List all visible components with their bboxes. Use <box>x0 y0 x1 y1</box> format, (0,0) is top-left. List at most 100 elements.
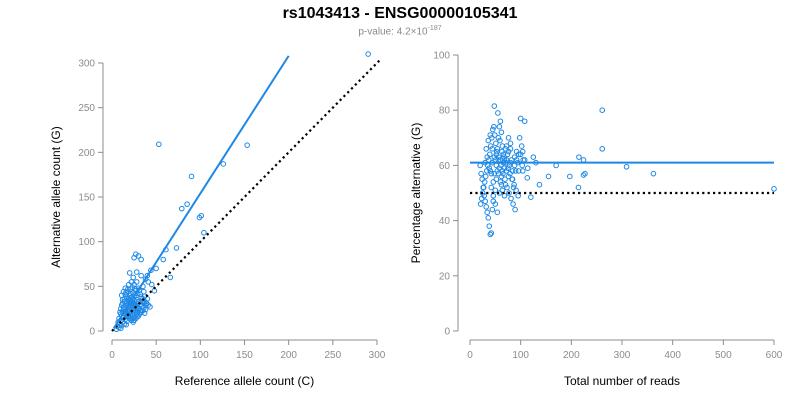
data-point <box>484 209 491 216</box>
data-point <box>492 187 499 194</box>
data-point <box>504 184 510 191</box>
data-point <box>483 146 490 152</box>
y-tick-label: 80 <box>439 106 451 117</box>
data-point <box>536 181 543 188</box>
data-point <box>488 184 495 191</box>
data-point <box>148 267 154 274</box>
data-point <box>580 157 587 163</box>
data-point <box>119 300 126 307</box>
data-point <box>488 170 495 177</box>
y-tick-label: 60 <box>439 161 451 172</box>
data-point <box>508 195 514 202</box>
data-point <box>502 176 508 182</box>
x-axis-label: Total number of reads <box>564 374 680 388</box>
data-point <box>505 135 512 141</box>
data-point <box>477 201 484 207</box>
data-point <box>545 173 552 180</box>
data-point <box>528 194 534 200</box>
x-tick-label: 0 <box>109 350 115 361</box>
data-point <box>516 135 523 141</box>
data-point <box>201 229 207 236</box>
y-tick-label: 0 <box>444 327 450 338</box>
data-point <box>521 118 528 125</box>
data-point <box>518 143 525 149</box>
data-points <box>477 103 777 238</box>
data-point <box>505 148 512 155</box>
y-tick-label: 150 <box>78 193 95 204</box>
data-point <box>220 161 227 167</box>
data-point <box>128 279 135 285</box>
data-point <box>485 137 492 144</box>
data-point <box>513 187 519 194</box>
data-point <box>156 141 162 148</box>
data-point <box>496 123 503 130</box>
data-point <box>494 148 500 155</box>
data-point <box>517 115 524 122</box>
data-point <box>481 179 488 185</box>
data-point <box>487 231 494 238</box>
data-point <box>126 270 133 276</box>
data-point <box>506 190 512 196</box>
data-point <box>503 143 510 149</box>
data-point <box>480 184 487 191</box>
data-point <box>502 146 509 152</box>
data-point <box>515 168 522 174</box>
y-axis-label: Alternative allele count (G) <box>49 126 63 267</box>
x-tick-label: 500 <box>715 350 732 361</box>
y-axis: 0 20 40 60 80 100 Percentage alternative (G) <box>409 51 459 338</box>
data-point <box>505 165 511 171</box>
data-point <box>650 170 657 177</box>
data-point <box>188 173 195 180</box>
x-tick-label: 0 <box>467 350 473 361</box>
y-axis-label: Percentage alternative (G) <box>409 123 423 264</box>
data-point <box>142 276 149 282</box>
data-point <box>477 162 483 169</box>
data-point <box>508 157 515 163</box>
data-point <box>131 254 137 261</box>
data-point <box>599 107 606 113</box>
p-value-text: p-value: 4.2×10 <box>358 26 428 38</box>
data-point <box>137 307 144 314</box>
data-point <box>486 165 493 171</box>
data-point <box>530 154 537 160</box>
y-tick-label: 100 <box>78 237 95 248</box>
y-tick-label: 50 <box>84 282 96 293</box>
data-point <box>365 51 371 57</box>
data-point <box>500 151 507 158</box>
data-point <box>130 289 136 296</box>
data-point <box>130 274 136 281</box>
data-point <box>576 154 582 160</box>
data-point <box>133 269 140 275</box>
data-point <box>153 265 159 272</box>
x-axis-label: Reference allele count (C) <box>175 374 314 388</box>
data-point <box>138 256 144 263</box>
data-point <box>484 154 491 160</box>
data-point <box>485 215 492 221</box>
data-point <box>490 192 497 199</box>
data-point <box>492 201 499 207</box>
y-tick-label: 250 <box>78 103 95 114</box>
data-point <box>504 151 511 158</box>
data-point <box>167 274 174 281</box>
data-point <box>623 163 630 170</box>
data-point <box>502 181 509 188</box>
x-tick-label: 100 <box>512 350 529 361</box>
data-point <box>134 313 141 320</box>
x-tick-label: 150 <box>236 350 253 361</box>
data-point <box>491 103 498 109</box>
data-point <box>497 137 503 144</box>
data-point <box>479 190 486 196</box>
x-tick-label: 600 <box>766 350 783 361</box>
data-point <box>519 162 525 169</box>
x-tick-label: 300 <box>614 350 631 361</box>
data-point <box>489 206 496 213</box>
data-point <box>497 179 504 185</box>
x-tick-label: 100 <box>192 350 209 361</box>
reference-line <box>111 57 383 332</box>
x-axis: 0 100 200 300 400 500 600 Total number of reads <box>467 339 783 388</box>
data-point <box>497 118 504 125</box>
x-tick-label: 400 <box>664 350 681 361</box>
data-point <box>490 126 496 133</box>
data-point <box>501 192 508 199</box>
